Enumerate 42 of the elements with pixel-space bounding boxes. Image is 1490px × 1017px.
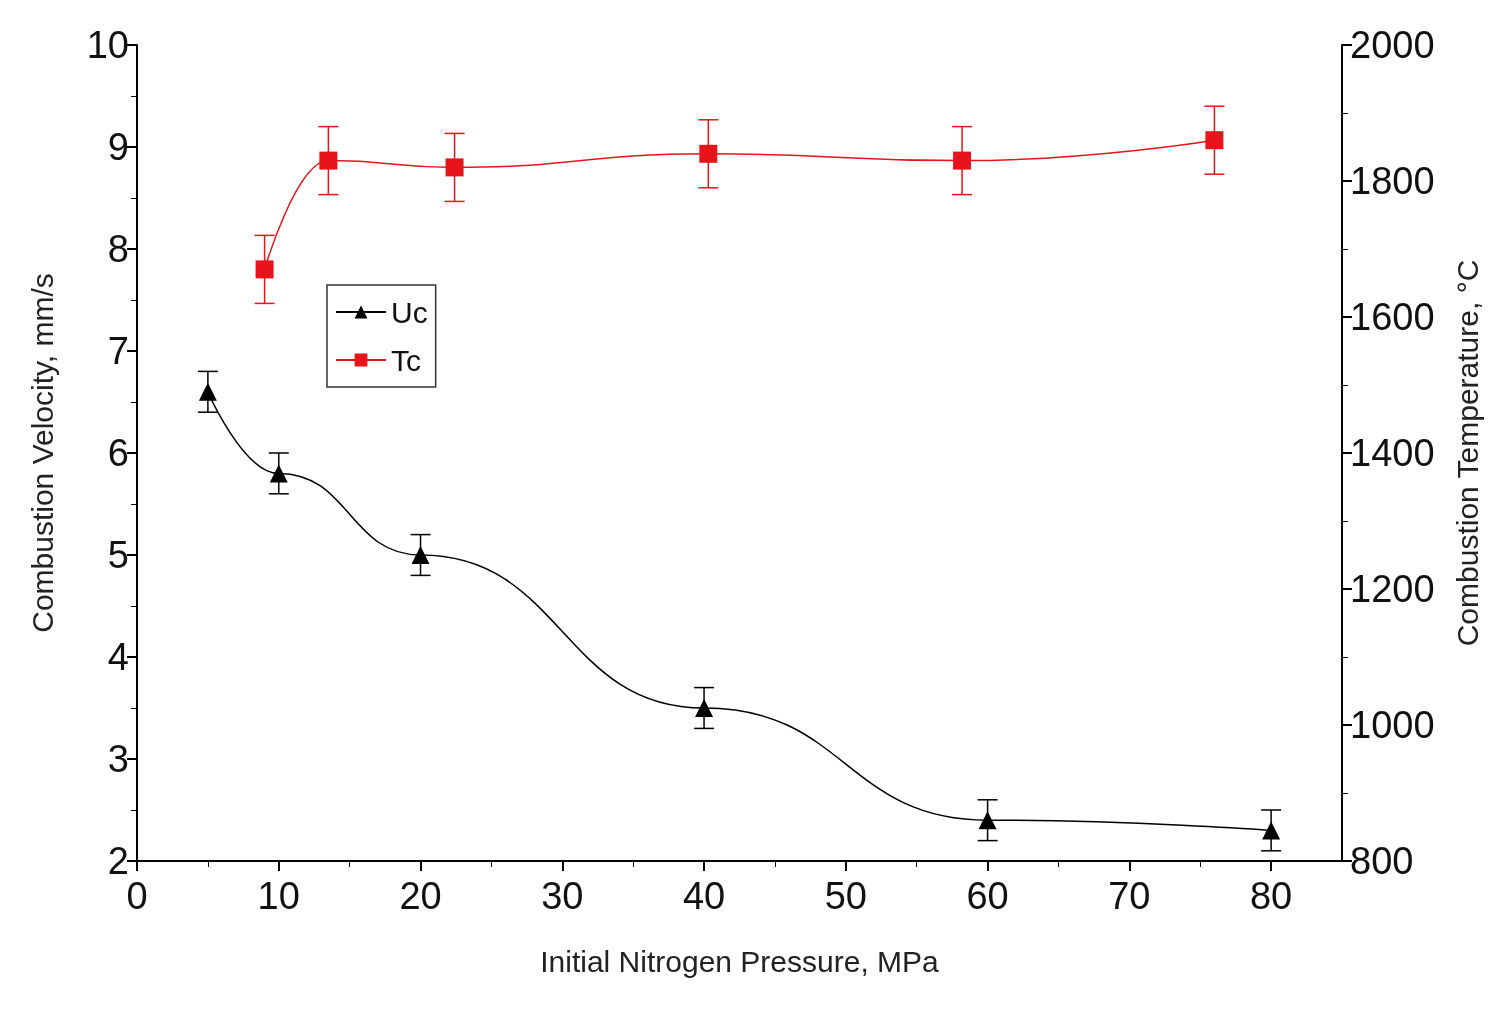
point xyxy=(1262,821,1281,840)
legend-label: Uc xyxy=(391,295,428,329)
x-tick-label: 60 xyxy=(966,875,1009,917)
point xyxy=(953,151,972,170)
y-tick-label: 8 xyxy=(107,228,129,270)
x-axis-title: Initial Nitrogen Pressure, MPa xyxy=(540,944,940,978)
point xyxy=(1205,131,1224,150)
x-tick-label: 20 xyxy=(399,875,442,917)
y-tick-label: 2 xyxy=(107,840,129,882)
y-tick-label: 10 xyxy=(86,24,129,66)
y2-axis-title: Combustion Temperature, °C xyxy=(1450,259,1484,647)
y-tick-label: 3 xyxy=(107,738,129,780)
point xyxy=(198,382,217,401)
x-tick-label: 30 xyxy=(541,875,584,917)
y2-tick-label: 1800 xyxy=(1350,160,1435,202)
x-tick-label: 0 xyxy=(126,875,148,917)
y-tick-label: 5 xyxy=(107,534,129,576)
y-tick-label: 7 xyxy=(107,330,129,372)
y2-tick-label: 1400 xyxy=(1350,432,1435,474)
y-tick-label: 4 xyxy=(107,636,129,678)
x-tick-label: 70 xyxy=(1108,875,1151,917)
x-tick-label: 50 xyxy=(824,875,867,917)
y2-tick-label: 1600 xyxy=(1350,296,1435,338)
legend-label: Tc xyxy=(391,343,421,377)
x-tick-label: 10 xyxy=(257,875,300,917)
y2-tick-label: 800 xyxy=(1350,840,1414,882)
x-tick-label: 40 xyxy=(682,875,726,917)
point xyxy=(695,699,714,717)
y2-tick-label: 1200 xyxy=(1350,568,1435,610)
point xyxy=(699,144,718,163)
point xyxy=(269,464,288,483)
y-tick-label: 6 xyxy=(107,432,129,474)
y-axis-title: Combustion Velocity, mm/s xyxy=(25,273,59,633)
y2-tick-label: 2000 xyxy=(1350,24,1435,66)
point xyxy=(978,811,997,830)
point xyxy=(411,546,430,564)
point xyxy=(255,260,274,279)
point xyxy=(319,151,338,170)
x-tick-label: 80 xyxy=(1249,875,1293,917)
point xyxy=(445,158,464,177)
y2-tick-label: 1000 xyxy=(1350,704,1435,746)
y-tick-label: 9 xyxy=(107,126,129,168)
